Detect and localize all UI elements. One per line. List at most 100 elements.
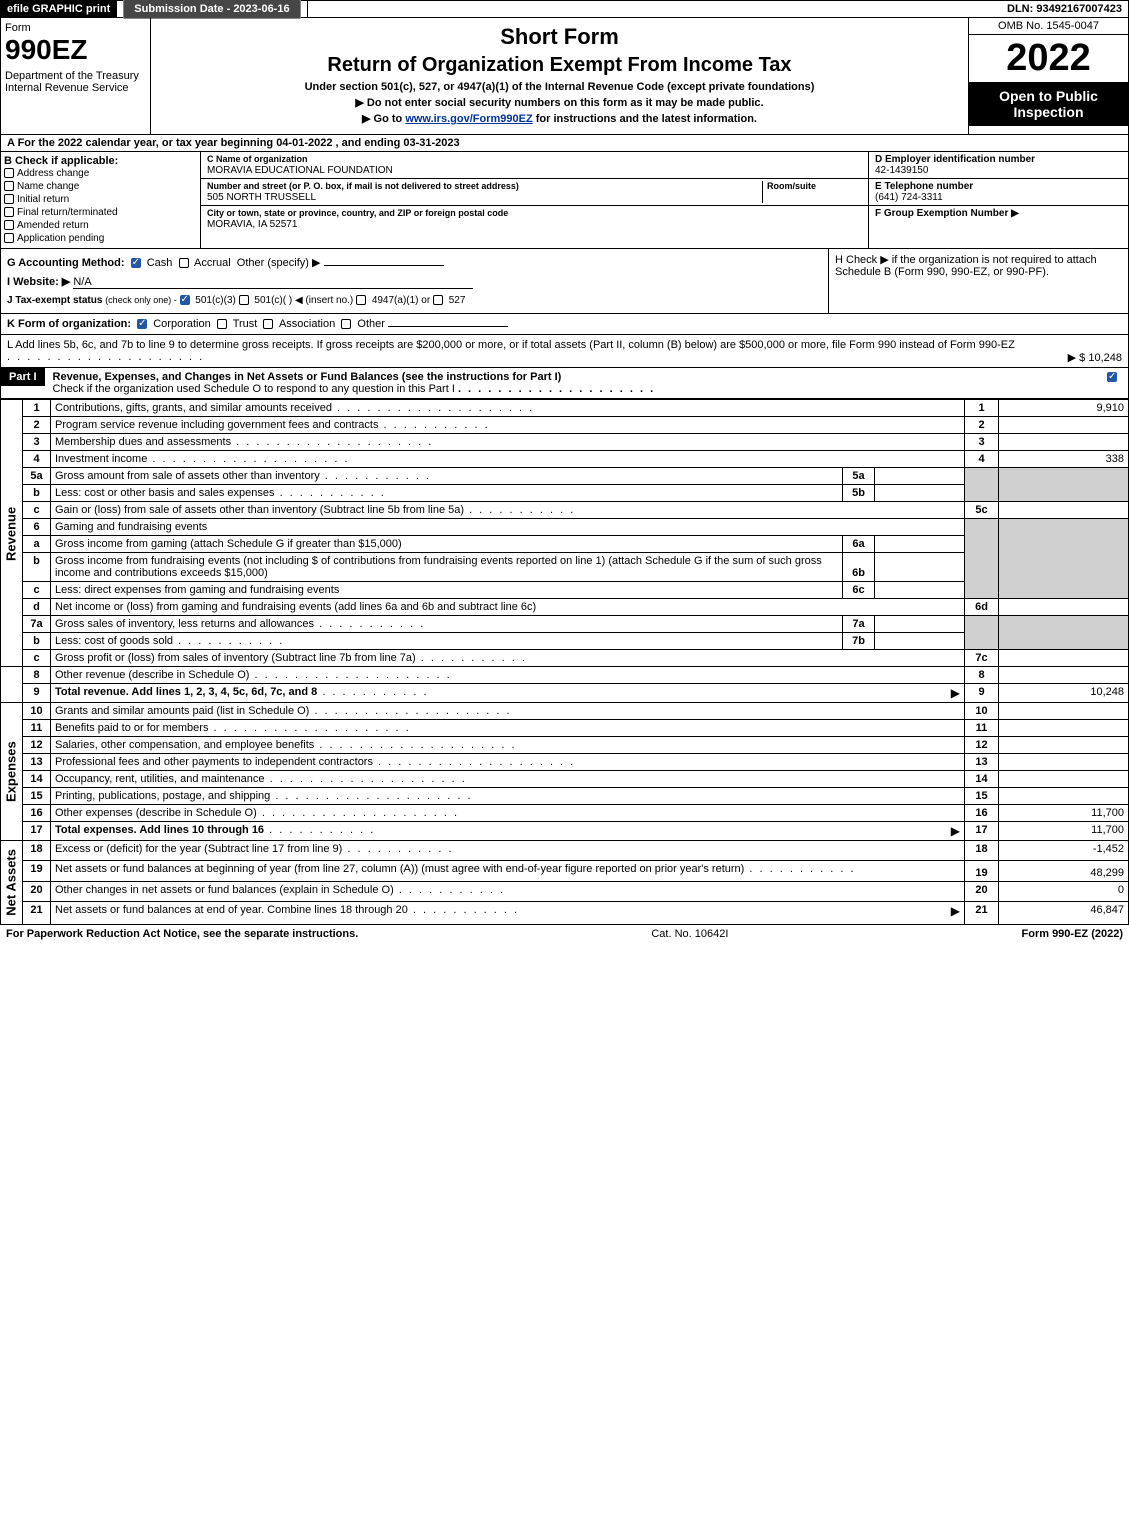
f-group-row: F Group Exemption Number ▶ xyxy=(869,206,1128,221)
line-20: 20Other changes in net assets or fund ba… xyxy=(1,881,1129,901)
checkbox-association-icon[interactable] xyxy=(263,319,273,329)
line-6: 6Gaming and fundraising events xyxy=(1,519,1129,536)
line-18: Net Assets 18Excess or (deficit) for the… xyxy=(1,841,1129,861)
checkbox-501c3-icon[interactable] xyxy=(180,295,190,305)
subtitle-ssn-warning: ▶ Do not enter social security numbers o… xyxy=(157,96,962,109)
line-16: 16Other expenses (describe in Schedule O… xyxy=(1,805,1129,822)
part1-title: Revenue, Expenses, and Changes in Net As… xyxy=(53,371,562,383)
arrow-icon xyxy=(951,686,960,700)
group-label: F Group Exemption Number ▶ xyxy=(875,208,1019,219)
checkbox-corporation-icon[interactable] xyxy=(137,319,147,329)
checkbox-other-org-icon[interactable] xyxy=(341,319,351,329)
checkbox-icon xyxy=(4,207,14,217)
line-5a: 5aGross amount from sale of assets other… xyxy=(1,468,1129,485)
line-4: 4Investment income4338 xyxy=(1,451,1129,468)
j-note: (check only one) - xyxy=(105,295,177,305)
opt-address-change[interactable]: Address change xyxy=(4,167,197,180)
line-15: 15Printing, publications, postage, and s… xyxy=(1,788,1129,805)
irs-link[interactable]: www.irs.gov/Form990EZ xyxy=(405,113,532,125)
dots-icon xyxy=(265,773,467,785)
checkbox-trust-icon[interactable] xyxy=(217,319,227,329)
form-header-right: OMB No. 1545-0047 2022 Open to Public In… xyxy=(968,18,1128,134)
submission-cell: Submission Date - 2023-06-16 xyxy=(117,1,307,17)
line-13: 13Professional fees and other payments t… xyxy=(1,754,1129,771)
submission-date-button[interactable]: Submission Date - 2023-06-16 xyxy=(123,0,300,19)
street-label: Number and street (or P. O. box, if mail… xyxy=(207,181,519,191)
part1-title-cell: Revenue, Expenses, and Changes in Net As… xyxy=(45,368,1099,398)
row-a-text: A For the 2022 calendar year, or tax yea… xyxy=(7,137,460,149)
opt-final-return[interactable]: Final return/terminated xyxy=(4,206,197,219)
checkbox-527-icon[interactable] xyxy=(433,295,443,305)
dots-icon xyxy=(378,419,489,431)
section-l: L Add lines 5b, 6c, and 7b to line 9 to … xyxy=(0,335,1129,368)
other-org-field[interactable] xyxy=(388,326,508,327)
line-7b: bLess: cost of goods sold7b xyxy=(1,633,1129,650)
d-ein-row: D Employer identification number 42-1439… xyxy=(869,152,1128,179)
dots-icon xyxy=(332,402,534,414)
l-text: L Add lines 5b, 6c, and 7b to line 9 to … xyxy=(7,339,1015,351)
dots-icon xyxy=(257,807,459,819)
i-website: I Website: ▶ N/A xyxy=(7,272,822,292)
website-value: N/A xyxy=(73,276,473,289)
other-specify-field[interactable] xyxy=(324,265,444,266)
subtitle-goto: ▶ Go to www.irs.gov/Form990EZ for instru… xyxy=(157,112,962,125)
checkbox-accrual-icon[interactable] xyxy=(179,258,189,268)
form-header-center: Short Form Return of Organization Exempt… xyxy=(151,18,968,134)
form-word: Form xyxy=(5,22,146,34)
city-value: MORAVIA, IA 52571 xyxy=(207,219,297,230)
section-k: K Form of organization: Corporation Trus… xyxy=(0,314,1129,335)
dots-icon xyxy=(394,884,505,896)
part1-header-row: Part I Revenue, Expenses, and Changes in… xyxy=(0,368,1129,399)
section-ghi: G Accounting Method: Cash Accrual Other … xyxy=(0,249,1129,314)
line-21: 21Net assets or fund balances at end of … xyxy=(1,901,1129,924)
line-19: 19Net assets or fund balances at beginni… xyxy=(1,861,1129,881)
line-1: Revenue 1Contributions, gifts, grants, a… xyxy=(1,400,1129,417)
line-8: 8Other revenue (describe in Schedule O)8 xyxy=(1,667,1129,684)
c-name-row: C Name of organization MORAVIA EDUCATION… xyxy=(201,152,868,179)
room-label: Room/suite xyxy=(767,181,816,191)
opt-initial-return[interactable]: Initial return xyxy=(4,193,197,206)
dots-icon xyxy=(342,843,453,855)
checkbox-cash-icon[interactable] xyxy=(131,258,141,268)
j-tax-exempt: J Tax-exempt status (check only one) - 5… xyxy=(7,292,822,309)
dots-icon xyxy=(249,669,451,681)
dots-icon xyxy=(147,453,349,465)
checkbox-icon xyxy=(4,233,14,243)
c-city-row: City or town, state or province, country… xyxy=(201,206,868,232)
opt-application-pending[interactable]: Application pending xyxy=(4,232,197,245)
checkbox-501c-icon[interactable] xyxy=(239,295,249,305)
form-number: 990EZ xyxy=(5,34,146,66)
part1-check: Check if the organization used Schedule … xyxy=(53,383,455,395)
arrow-icon xyxy=(951,904,960,918)
opt-name-change[interactable]: Name change xyxy=(4,180,197,193)
omb-number: OMB No. 1545-0047 xyxy=(969,18,1128,35)
dots-icon xyxy=(264,824,375,836)
opt-amended-return[interactable]: Amended return xyxy=(4,219,197,232)
line-11: 11Benefits paid to or for members11 xyxy=(1,720,1129,737)
checkbox-4947-icon[interactable] xyxy=(356,295,366,305)
dots-icon xyxy=(317,686,428,698)
l-amount: ▶ $ 10,248 xyxy=(1068,351,1122,364)
dots-icon xyxy=(231,436,433,448)
h-text: H Check ▶ if the organization is not req… xyxy=(835,254,1097,278)
efile-label: efile GRAPHIC print xyxy=(1,1,117,17)
tel-label: E Telephone number xyxy=(875,181,973,192)
footer-cat-no: Cat. No. 10642I xyxy=(358,928,1021,940)
goto-post: for instructions and the latest informat… xyxy=(533,113,757,125)
column-d: D Employer identification number 42-1439… xyxy=(868,152,1128,248)
ein-value: 42-1439150 xyxy=(875,165,928,176)
dln-label: DLN: 93492167007423 xyxy=(1001,1,1128,17)
netassets-rotated-label: Net Assets xyxy=(1,841,23,925)
subtitle-501c: Under section 501(c), 527, or 4947(a)(1)… xyxy=(157,81,962,93)
part1-label: Part I xyxy=(1,368,45,386)
checkbox-schedule-o-icon[interactable] xyxy=(1107,372,1117,382)
c-name-label: C Name of organization xyxy=(207,154,308,164)
ghi-left: G Accounting Method: Cash Accrual Other … xyxy=(1,249,828,313)
b-label: B Check if applicable: xyxy=(4,155,197,167)
line-5b: bLess: cost or other basis and sales exp… xyxy=(1,485,1129,502)
line-6d: dNet income or (loss) from gaming and fu… xyxy=(1,599,1129,616)
c-street-row: Number and street (or P. O. box, if mail… xyxy=(201,179,868,206)
dots-icon xyxy=(416,652,527,664)
dots-icon xyxy=(314,739,516,751)
line-6a: aGross income from gaming (attach Schedu… xyxy=(1,536,1129,553)
